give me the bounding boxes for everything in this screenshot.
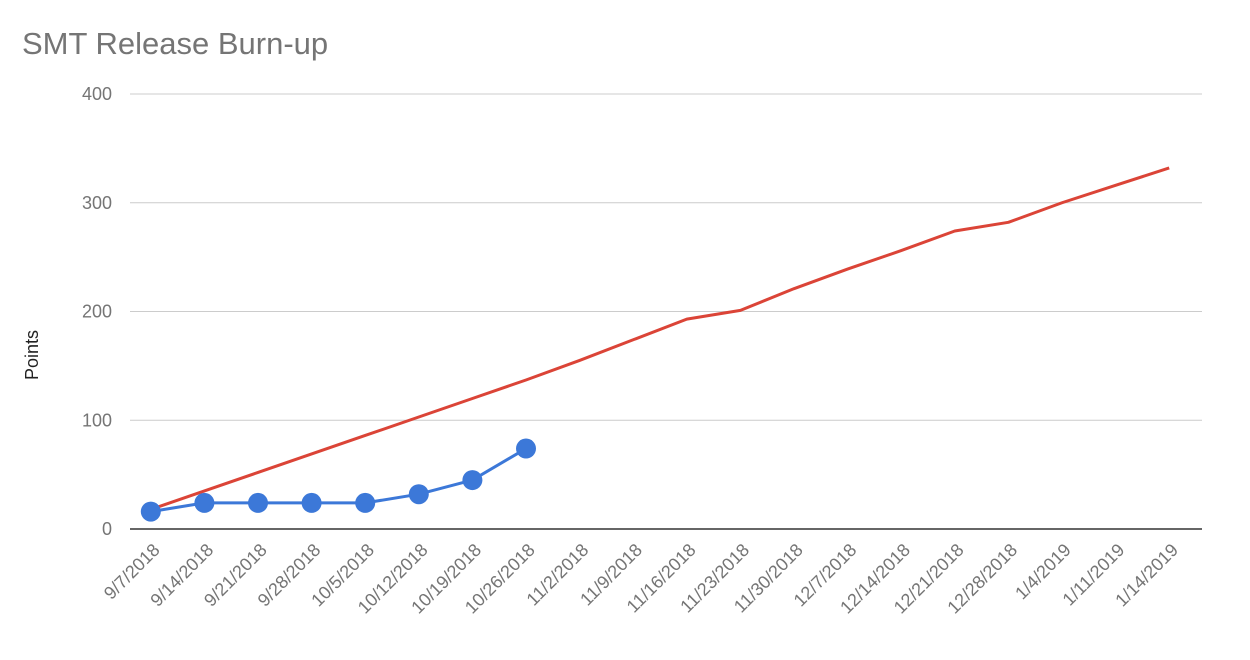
point: [408, 484, 429, 505]
point: [140, 501, 161, 522]
point: [355, 492, 376, 513]
point: [301, 492, 322, 513]
point: [462, 470, 483, 491]
y-tick-label: 100: [82, 410, 112, 430]
y-tick-label: 0: [102, 519, 112, 539]
chart-title: SMT Release Burn-up: [22, 26, 328, 61]
series-line: [150, 166, 1170, 511]
point: [516, 438, 536, 459]
point: [194, 492, 215, 513]
y-tick-label: 300: [82, 193, 112, 213]
point: [248, 492, 268, 513]
y-tick-label: 200: [82, 302, 112, 322]
y-tick-label: 400: [82, 84, 112, 104]
y-axis-label: Points: [22, 330, 42, 380]
